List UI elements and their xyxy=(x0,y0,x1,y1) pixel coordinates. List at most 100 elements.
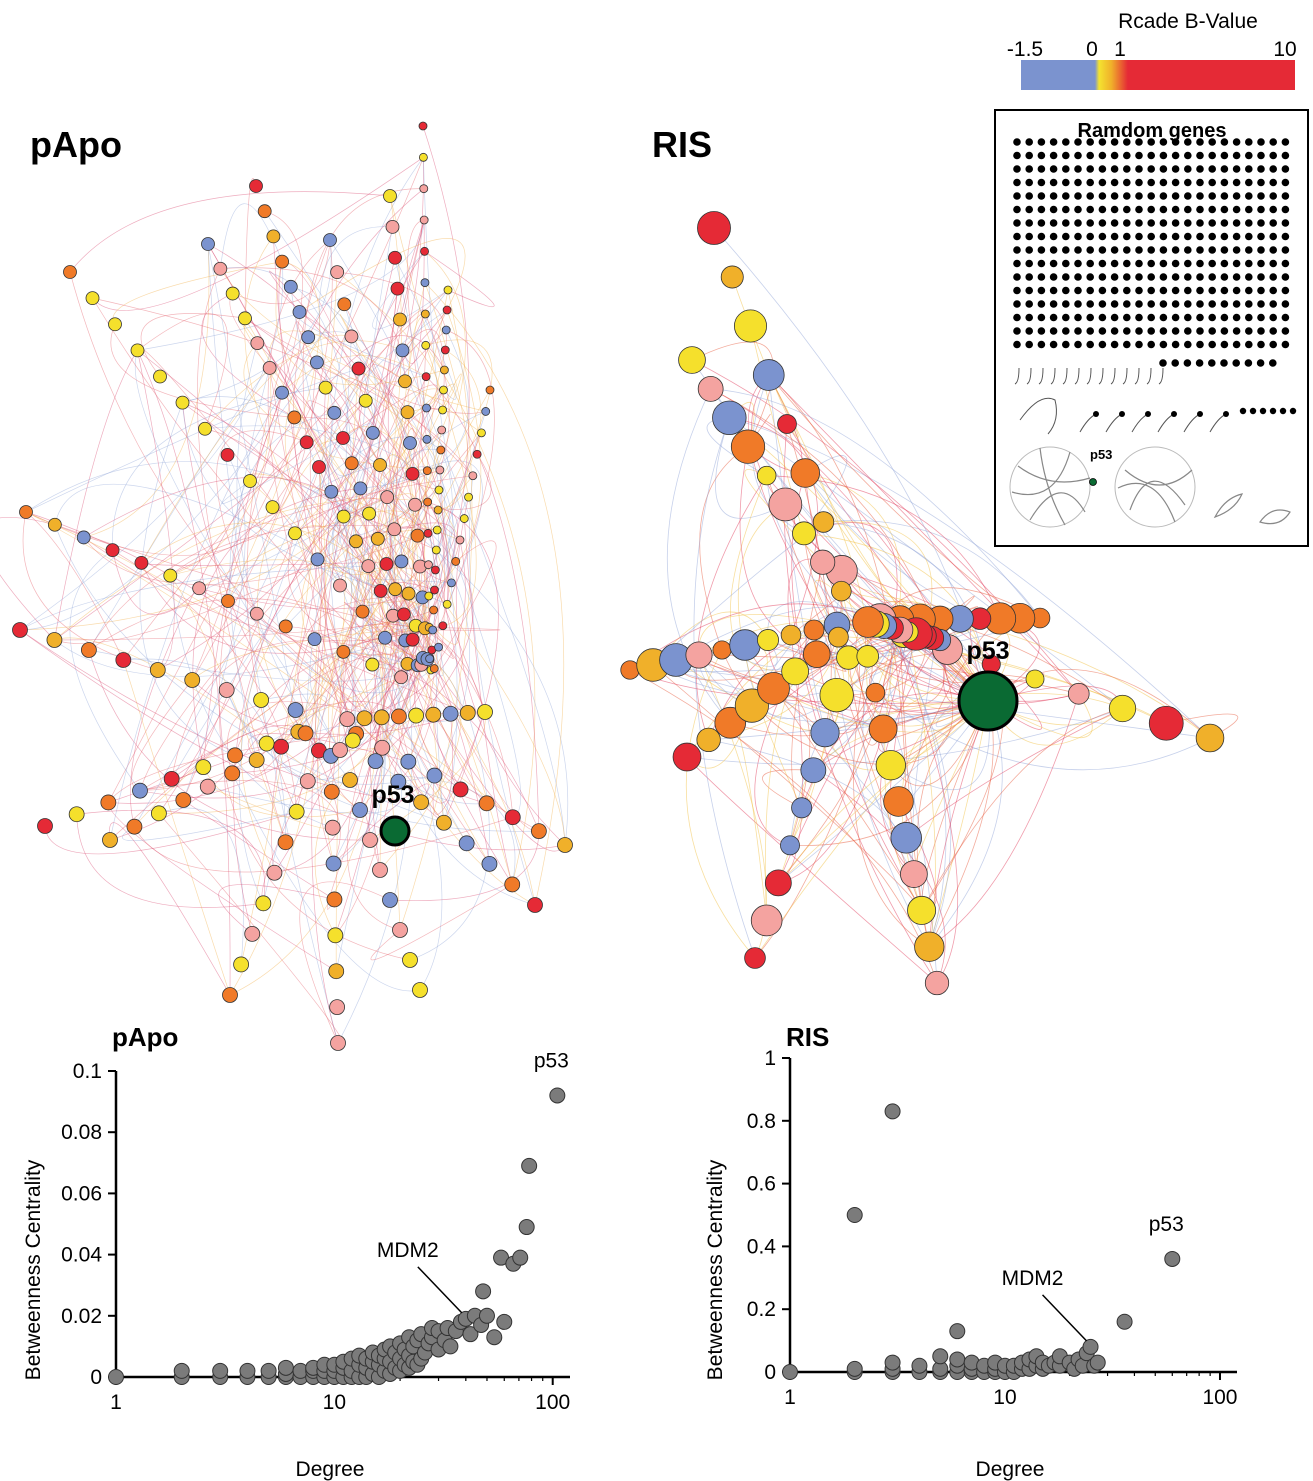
papo-point xyxy=(512,1249,529,1266)
papo-edge xyxy=(394,466,441,629)
papo-node xyxy=(12,622,28,638)
inset-gene-dot xyxy=(1086,178,1094,187)
inset-gene-dot xyxy=(1244,359,1253,367)
inset-gene-dot xyxy=(1232,205,1241,214)
papo-node xyxy=(265,500,280,515)
inset-gene-dot xyxy=(1171,359,1179,367)
inset-gene-dot xyxy=(1013,246,1021,254)
ris-node xyxy=(768,487,803,522)
papo-node xyxy=(250,336,265,351)
papo-point xyxy=(212,1362,229,1379)
papo-ytick-label: 0.1 xyxy=(73,1060,102,1083)
ris-node xyxy=(792,521,816,546)
papo-node xyxy=(440,345,450,355)
papo-node xyxy=(301,330,316,345)
inset-gene-dot xyxy=(1025,340,1033,349)
inset-gene-dot xyxy=(1098,219,1107,227)
papo-edge xyxy=(137,350,231,996)
papo-node xyxy=(349,534,363,549)
inset-gene-dot xyxy=(1123,259,1131,268)
ris-edge xyxy=(710,388,941,641)
papo-node xyxy=(477,704,493,720)
random-genes-inset: Ramdom genes p53 xyxy=(994,109,1309,547)
inset-gene-dot xyxy=(1245,300,1253,308)
inset-gene-dot xyxy=(1196,232,1204,241)
ris-node xyxy=(781,657,809,686)
papo-edge xyxy=(362,611,443,991)
inset-gene-dot xyxy=(1257,219,1265,227)
papo-node xyxy=(292,305,307,319)
papo-node xyxy=(367,753,384,770)
ris-annotation-label: MDM2 xyxy=(1002,1267,1064,1290)
ris-edge xyxy=(911,619,941,875)
papo-edge xyxy=(139,402,236,756)
ris-edge xyxy=(698,654,989,723)
papo-node xyxy=(134,555,149,570)
inset-gene-dot xyxy=(1281,327,1290,335)
inset-gene-dot xyxy=(1171,246,1180,254)
ris-annotation-line xyxy=(1041,1294,1088,1342)
papo-edge xyxy=(141,561,402,566)
papo-edge xyxy=(244,236,341,586)
papo-edge xyxy=(54,625,443,677)
inset-gene-dot xyxy=(1184,205,1192,214)
papo-edge xyxy=(229,293,461,541)
papo-edge xyxy=(110,324,295,418)
ris-edge xyxy=(747,374,849,658)
papo-edge xyxy=(54,524,445,824)
inset-gene-dot xyxy=(1110,246,1119,254)
inset-gene-dot xyxy=(1025,259,1033,268)
papo-node xyxy=(442,599,452,609)
papo-node xyxy=(221,594,235,608)
papo-node xyxy=(504,809,521,826)
inset-row-dot xyxy=(1259,407,1267,415)
papo-edge xyxy=(366,579,452,594)
inset-gene-dot xyxy=(1123,286,1131,295)
inset-gene-dot xyxy=(1098,340,1107,349)
papo-edge xyxy=(297,622,426,732)
ris-node xyxy=(1025,669,1045,689)
ris-xlabel: Degree xyxy=(976,1458,1045,1481)
papo-edge xyxy=(198,587,468,714)
inset-gene-dot xyxy=(1025,151,1033,160)
inset-gene-dot xyxy=(1159,219,1168,227)
papo-points xyxy=(108,1087,566,1385)
inset-gene-dot xyxy=(1281,286,1290,295)
papo-edge xyxy=(69,271,540,832)
inset-gene-dot xyxy=(1147,286,1155,295)
papo-node xyxy=(410,528,425,543)
papo-node xyxy=(390,281,405,296)
papo-edge xyxy=(325,496,388,592)
inset-gene-dot xyxy=(1281,219,1290,227)
papo-edge xyxy=(261,615,394,904)
papo-node xyxy=(323,783,340,800)
inset-gene-dot xyxy=(1062,232,1070,241)
ris-node xyxy=(696,727,721,753)
ris-edge xyxy=(729,417,1211,739)
inset-gene-dot xyxy=(1013,219,1021,227)
papo-edge xyxy=(394,257,457,400)
papo-edge xyxy=(379,614,490,865)
papo-edge xyxy=(244,318,486,414)
inset-gene-dot xyxy=(1269,313,1277,322)
inset-gene-dot xyxy=(1135,192,1143,200)
papo-annotations: p53 MDM2 xyxy=(377,1049,569,1314)
papo-node xyxy=(458,835,475,852)
papo-node xyxy=(175,792,192,808)
inset-gene-dot xyxy=(1257,151,1265,160)
papo-edge xyxy=(358,251,440,491)
ris-edge xyxy=(686,708,1123,765)
papo-edge xyxy=(198,510,429,589)
papo-node xyxy=(527,897,543,913)
inset-gene-dot xyxy=(1098,232,1107,241)
ris-node xyxy=(828,626,849,648)
papo-edge xyxy=(369,717,385,841)
ris-node xyxy=(802,640,831,669)
inset-gene-dot xyxy=(1098,165,1107,173)
papo-node xyxy=(459,514,469,523)
inset-gene-dot xyxy=(1037,178,1046,187)
inset-gene-dot xyxy=(1159,286,1168,295)
papo-node xyxy=(380,490,395,505)
papo-edge xyxy=(232,239,331,305)
papo-node xyxy=(46,632,63,648)
